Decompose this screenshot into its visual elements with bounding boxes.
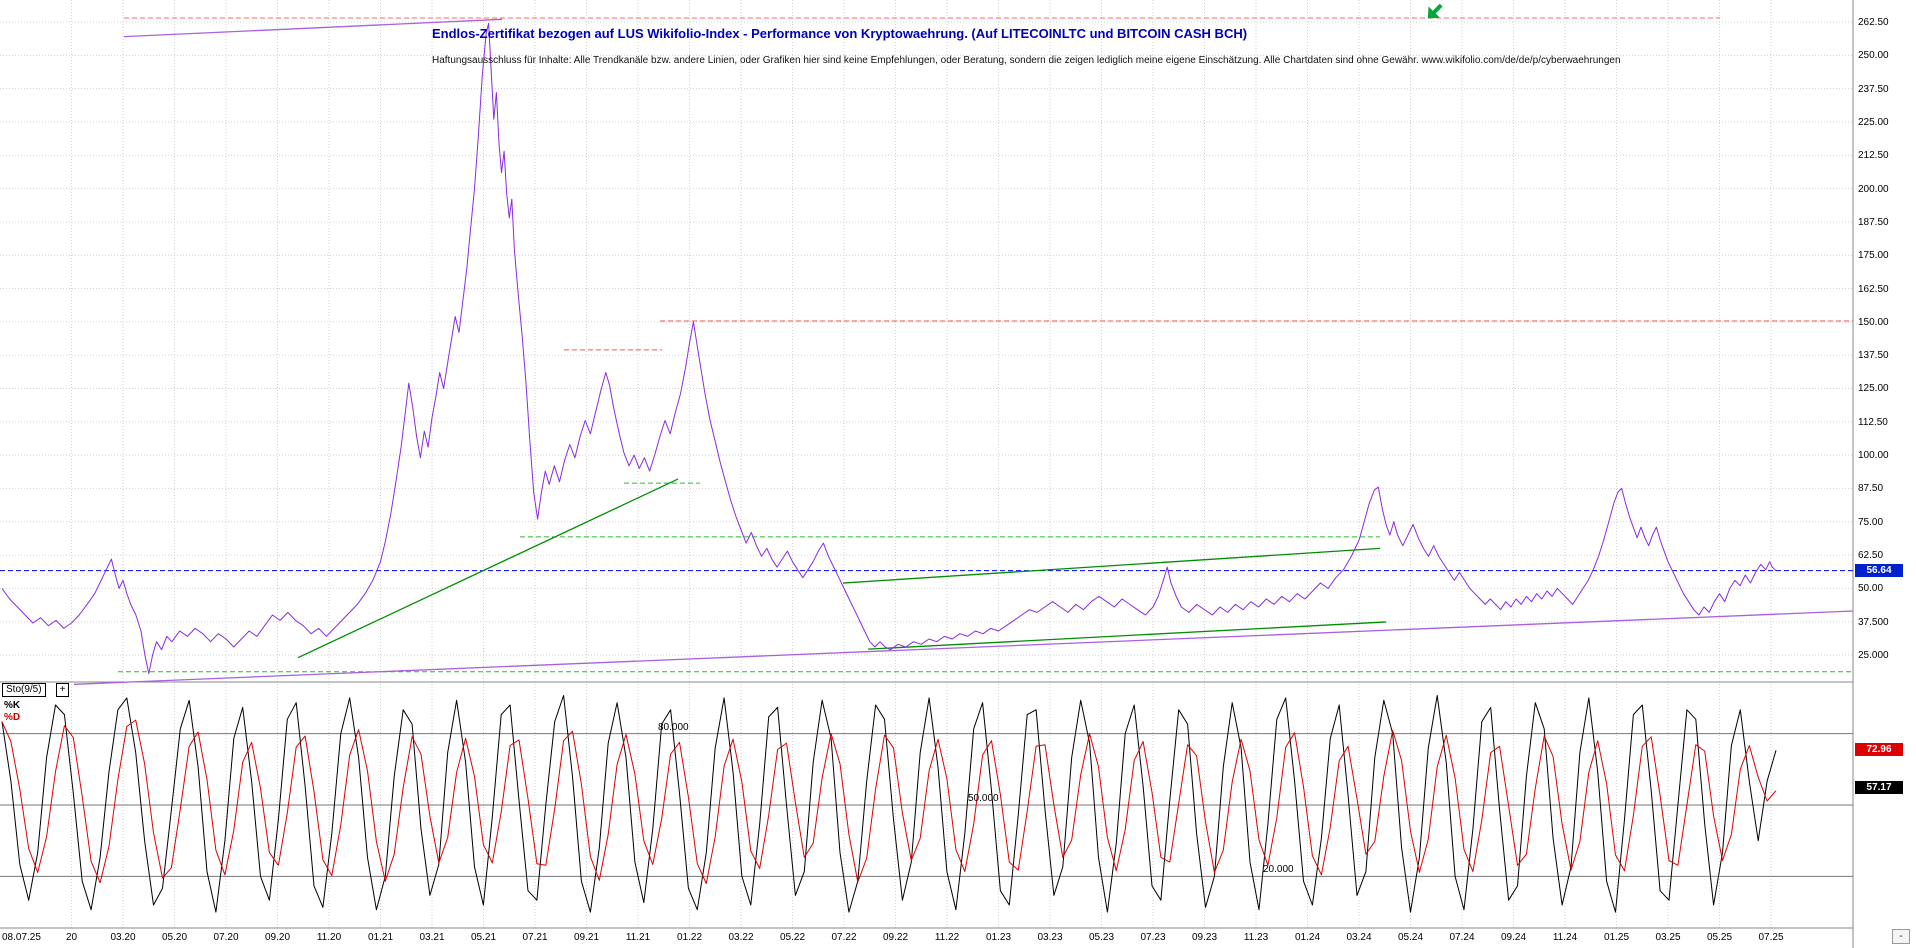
x-axis-label: 01.21 xyxy=(367,932,394,943)
x-axis-label: 09.20 xyxy=(264,932,291,943)
y-axis-label: 87.50 xyxy=(1858,483,1884,495)
sto-indicator-label[interactable]: Sto(9/5) xyxy=(2,683,46,697)
sto-level-label: 20.000 xyxy=(1263,864,1294,876)
x-axis-label: 07.22 xyxy=(831,932,857,943)
x-axis-label: 01.24 xyxy=(1294,932,1321,943)
x-axis-label: 03.22 xyxy=(728,932,754,943)
y-axis-label: 37.500 xyxy=(1858,616,1889,628)
x-axis-label: 03.21 xyxy=(419,932,445,943)
x-axis-label: 09.21 xyxy=(573,932,600,943)
sto-k-label: %K xyxy=(4,700,21,711)
x-axis-label: 03.25 xyxy=(1655,932,1681,943)
y-axis-label: 75.00 xyxy=(1858,516,1884,528)
y-axis-label: 162.50 xyxy=(1858,283,1889,295)
sto-add-button[interactable]: + xyxy=(56,683,69,697)
x-axis-label: 11.24 xyxy=(1552,932,1578,943)
y-axis-label: 175.00 xyxy=(1858,250,1889,262)
x-axis-label: 05.21 xyxy=(470,932,497,943)
x-axis-label: 07.21 xyxy=(522,932,548,943)
x-axis-label: 20 xyxy=(65,932,78,943)
x-axis-label: 01.25 xyxy=(1603,932,1630,943)
x-axis-label: 08.07.25 xyxy=(2,932,41,943)
y-axis-label: 187.50 xyxy=(1858,216,1889,228)
x-axis-label: 07.23 xyxy=(1140,932,1166,943)
y-axis-label: 62.50 xyxy=(1858,550,1884,562)
x-axis-label: 01.22 xyxy=(676,932,703,943)
x-axis-label: 09.23 xyxy=(1191,932,1218,943)
x-axis-label: 11.21 xyxy=(625,932,651,943)
x-axis-label: 03.20 xyxy=(110,932,136,943)
x-axis-label: 07.24 xyxy=(1449,932,1475,943)
y-axis-label: 137.50 xyxy=(1858,350,1889,362)
sto-level-label: 50.000 xyxy=(968,793,999,804)
y-axis-label: 250.00 xyxy=(1858,50,1889,62)
sto-k-value-tag: 72.96 xyxy=(1855,743,1903,757)
sto-d-value-tag: 57.17 xyxy=(1855,780,1903,794)
y-axis-label: 237.50 xyxy=(1858,83,1889,95)
y-axis-label: 150.00 xyxy=(1858,316,1889,328)
x-axis-label: 07.25 xyxy=(1758,932,1784,943)
x-axis-label: 05.23 xyxy=(1088,932,1115,943)
x-axis-label: 11.22 xyxy=(934,932,960,943)
sto-d-label: %D xyxy=(4,712,21,723)
y-axis-label: 100.00 xyxy=(1858,450,1889,462)
y-axis-label: 50.00 xyxy=(1858,583,1884,595)
x-axis-label: 05.22 xyxy=(779,932,806,943)
x-axis-label: 05.20 xyxy=(161,932,188,943)
x-axis-label: 11.20 xyxy=(316,932,342,943)
y-axis-label: 262.50 xyxy=(1858,17,1889,28)
x-axis-label: 09.24 xyxy=(1500,932,1527,943)
collapse-button[interactable]: - xyxy=(1892,929,1910,944)
y-axis-label: 25.000 xyxy=(1858,650,1889,661)
green-arrow-icon xyxy=(1414,0,1447,29)
x-axis-label: 05.24 xyxy=(1397,932,1424,943)
x-axis-label: 05.25 xyxy=(1706,932,1733,943)
x-axis-label: 11.23 xyxy=(1243,932,1269,943)
x-axis-label: 01.23 xyxy=(985,932,1012,943)
sto-level-label: 80.000 xyxy=(658,721,689,733)
x-axis-label: 07.20 xyxy=(213,932,239,943)
y-axis-label: 112.50 xyxy=(1858,416,1888,428)
y-axis-label: 200.00 xyxy=(1858,183,1889,195)
x-axis-label: 03.23 xyxy=(1037,932,1063,943)
chart-title: Endlos-Zertifikat bezogen auf LUS Wikifo… xyxy=(432,26,1248,41)
y-axis-label: 212.50 xyxy=(1858,150,1889,162)
chart-disclaimer: Haftungsausschluss für Inhalte: Alle Tre… xyxy=(432,55,1621,66)
x-axis-label: 09.22 xyxy=(882,932,909,943)
last-price-tag: 56.64 xyxy=(1855,563,1903,577)
y-axis-label: 125.00 xyxy=(1858,383,1889,395)
y-axis-label: 225.00 xyxy=(1858,116,1889,128)
x-axis-label: 03.24 xyxy=(1346,932,1372,943)
